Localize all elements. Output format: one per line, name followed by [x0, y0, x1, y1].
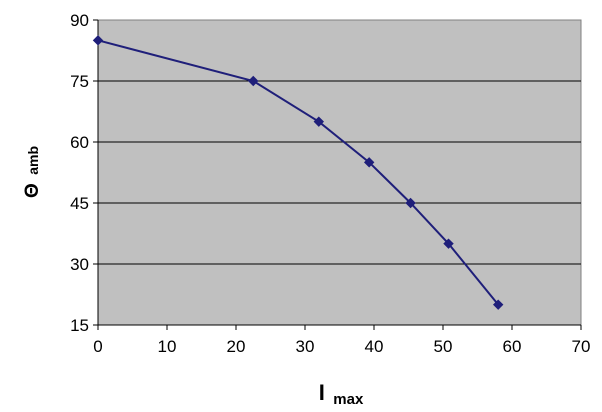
- data-point-0-0: [92, 35, 104, 46]
- y-tick-label-1: 30: [70, 255, 89, 274]
- y-tick-label-4: 75: [70, 72, 89, 91]
- y-tick-label-5: 90: [70, 11, 89, 30]
- x-tick-labels: 0 10 20 30 40 50 60 70: [93, 337, 590, 356]
- data-point-0-5: [443, 238, 454, 249]
- x-tick-label-2: 20: [227, 337, 246, 356]
- data-point-0-3: [363, 157, 375, 168]
- y-axis-label-sub: amb: [25, 146, 41, 175]
- plot-area: [97, 19, 582, 326]
- x-tick-label-7: 70: [572, 337, 591, 356]
- x-tick-label-1: 10: [158, 337, 177, 356]
- y-tick-label-0: 15: [70, 316, 89, 335]
- x-tick-label-5: 50: [434, 337, 453, 356]
- x-tick-label-0: 0: [93, 337, 102, 356]
- y-tick-label-3: 60: [70, 133, 89, 152]
- x-axis-label: I max: [319, 380, 364, 408]
- data-point-0-4: [405, 197, 416, 209]
- y-tick-labels: 15 30 45 60 75 90: [70, 11, 89, 335]
- data-point-0-6: [492, 299, 504, 310]
- y-axis-label: Θ amb: [22, 146, 43, 198]
- y-axis-label-main: Θ: [22, 183, 43, 198]
- x-axis-label-main: I: [319, 380, 325, 405]
- y-tick-label-2: 45: [70, 194, 89, 213]
- series-group: [92, 35, 504, 310]
- grid-lines: [98, 80, 581, 265]
- data-point-0-2: [313, 116, 325, 127]
- x-tick-label-4: 40: [365, 337, 384, 356]
- svg-text:Θ amb: Θ amb: [22, 146, 43, 198]
- x-tick-label-3: 30: [296, 337, 315, 356]
- data-point-0-1: [248, 75, 259, 87]
- x-axis-label-sub: max: [333, 391, 364, 408]
- x-tick-label-6: 60: [503, 337, 522, 356]
- axes: [93, 19, 582, 330]
